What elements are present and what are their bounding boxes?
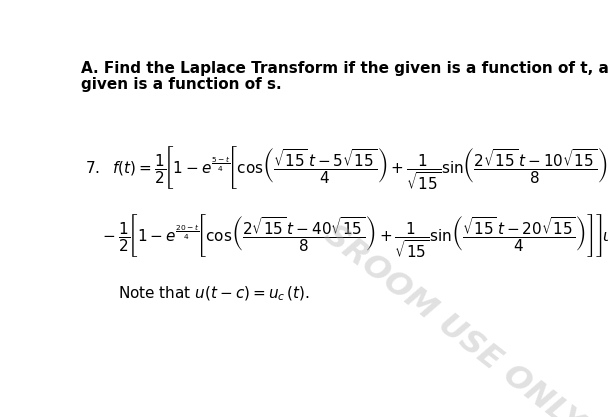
Text: $7. \ \ f(t)=\dfrac{1}{2}\!\left[1-e^{\frac{5-t}{4}}\!\left[\cos\!\left(\dfrac{\: $7. \ \ f(t)=\dfrac{1}{2}\!\left[1-e^{\f… <box>85 145 608 192</box>
Text: given is a function of s.: given is a function of s. <box>81 77 282 92</box>
Text: A. Find the Laplace Transform if the given is a function of t, and Inverse Trans: A. Find the Laplace Transform if the giv… <box>81 61 608 76</box>
Text: Note that $u(t-c) = u_c\,(t)$.: Note that $u(t-c) = u_c\,(t)$. <box>119 285 310 303</box>
Text: SROOM USE ONLY: SROOM USE ONLY <box>317 219 589 417</box>
Text: $\quad -\dfrac{1}{2}\!\left[1-e^{\frac{20-t}{4}}\!\left[\cos\!\left(\dfrac{2\sqr: $\quad -\dfrac{1}{2}\!\left[1-e^{\frac{2… <box>85 213 608 260</box>
